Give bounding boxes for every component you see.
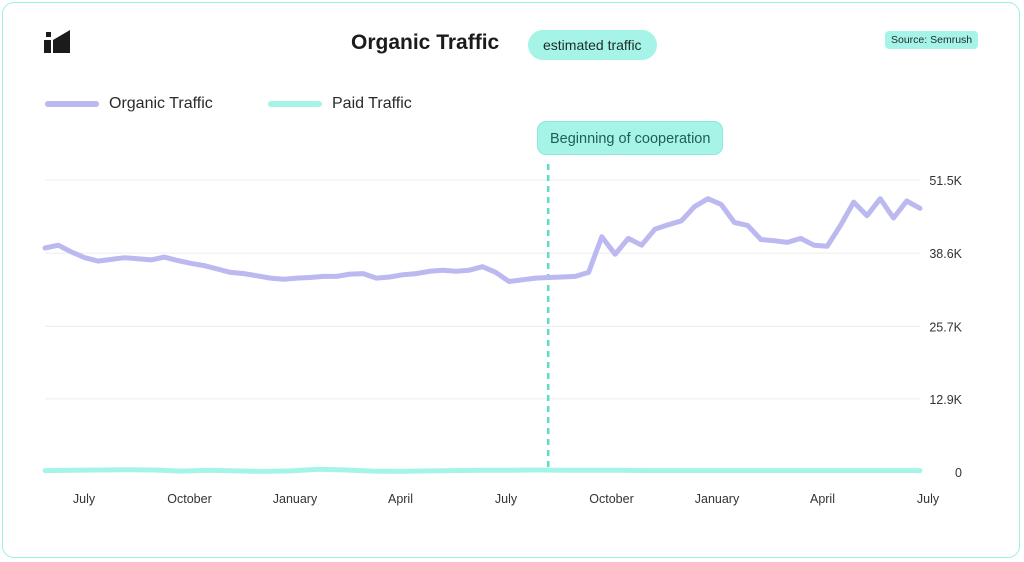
- x-tick-label: July: [73, 492, 96, 506]
- annotation-callout: Beginning of cooperation: [537, 121, 724, 155]
- chart-title: Organic Traffic: [351, 31, 500, 54]
- y-tick-label: 12.9K: [929, 393, 962, 407]
- source-badge: Source: Semrush: [885, 31, 979, 49]
- legend-swatch-organic: [45, 101, 99, 107]
- y-tick-label: 0: [955, 466, 962, 480]
- estimated-traffic-badge: estimated traffic: [528, 30, 657, 60]
- y-tick-label: 25.7K: [929, 320, 962, 334]
- series-layer: [42, 196, 923, 474]
- x-tick-label: April: [388, 492, 413, 506]
- x-tick-label: January: [695, 492, 740, 506]
- legend-label-paid: Paid Traffic: [332, 95, 412, 112]
- x-tick-label: October: [167, 492, 211, 506]
- brand-logo-icon: [44, 30, 70, 53]
- x-tick-label: July: [495, 492, 518, 506]
- y-tick-label: 51.5K: [929, 174, 962, 188]
- series-line-organic: [42, 196, 923, 284]
- x-tick-label: April: [810, 492, 835, 506]
- legend-item-paid[interactable]: Paid Traffic: [268, 95, 412, 113]
- series-line-paid: [42, 466, 923, 474]
- y-tick-label: 38.6K: [929, 247, 962, 261]
- legend-swatch-paid: [268, 101, 322, 107]
- legend-label-organic: Organic Traffic: [109, 95, 213, 112]
- legend-item-organic[interactable]: Organic Traffic: [45, 95, 213, 113]
- x-tick-label: October: [589, 492, 633, 506]
- grid-layer: [45, 179, 920, 400]
- x-tick-label: July: [917, 492, 940, 506]
- x-tick-label: January: [273, 492, 318, 506]
- y-axis-labels: 51.5K 38.6K 25.7K 12.9K 0: [929, 174, 962, 480]
- x-axis-labels: July October January April July October Januar…: [73, 492, 940, 506]
